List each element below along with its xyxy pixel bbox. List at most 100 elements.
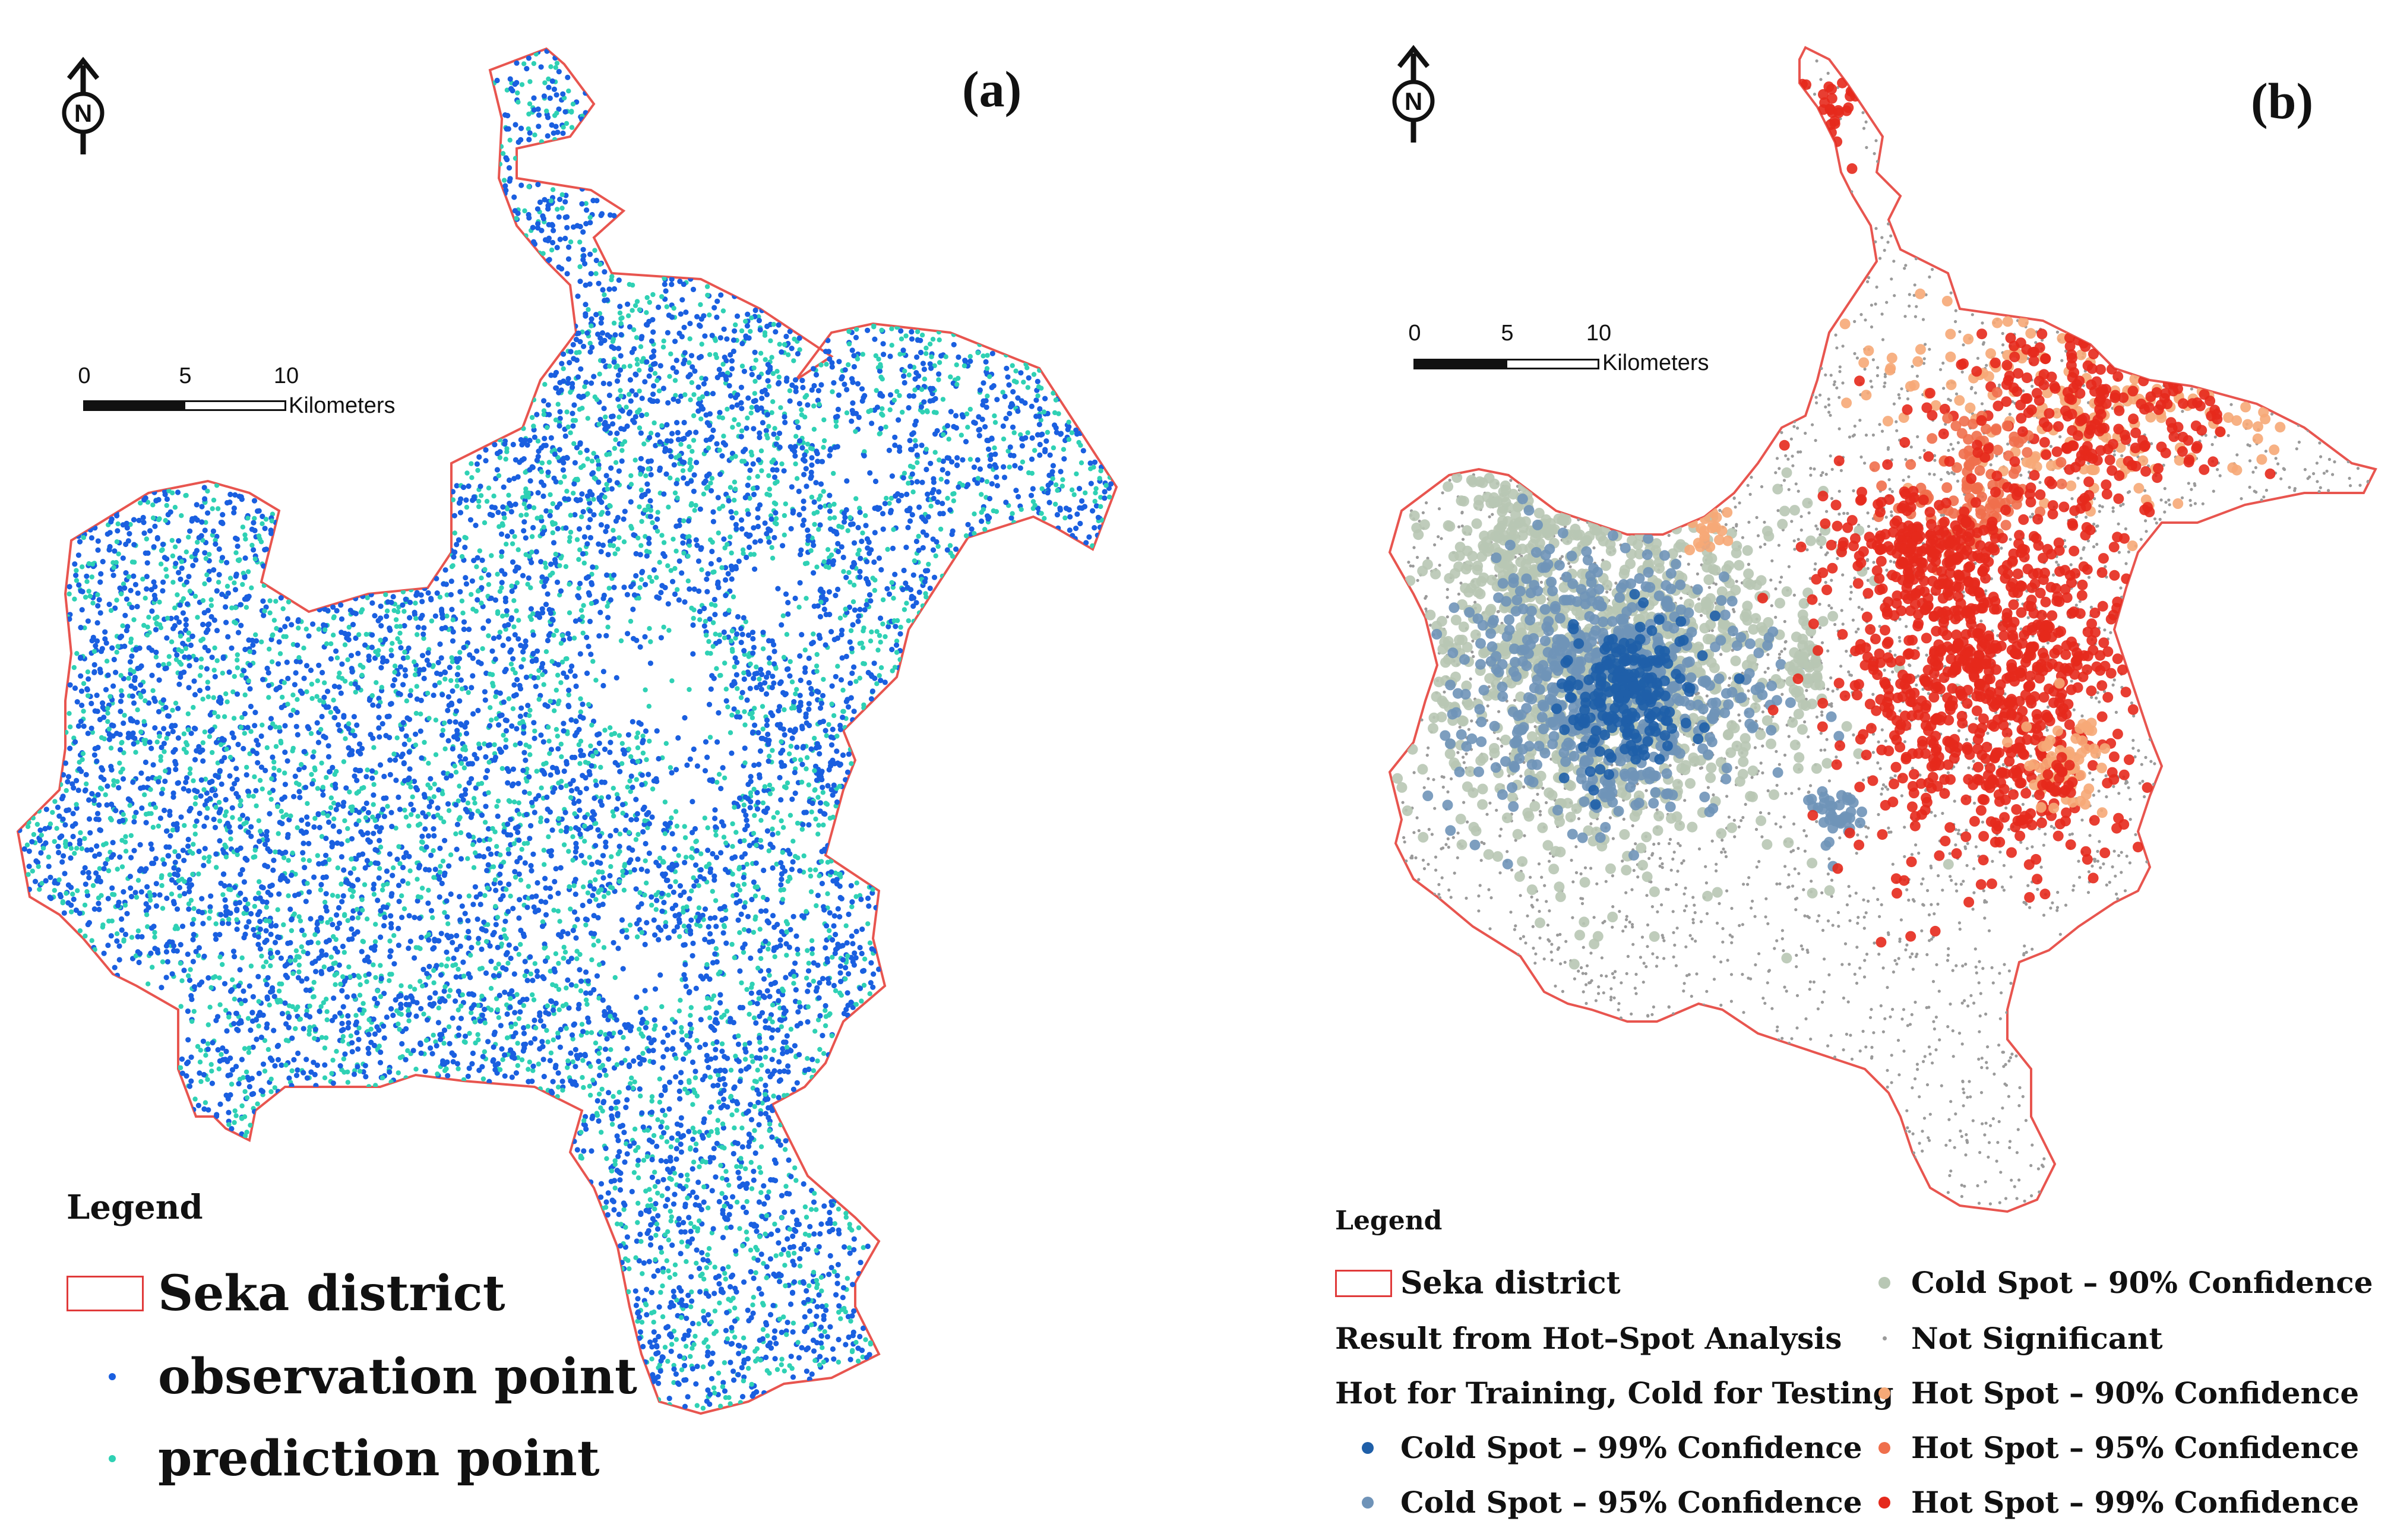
prediction-point (691, 875, 696, 881)
observation-point (543, 602, 549, 608)
observation-point (342, 1051, 348, 1057)
observation-point (565, 977, 571, 983)
observation-point (983, 359, 989, 365)
prediction-point (371, 802, 376, 807)
observation-point (583, 786, 590, 792)
observation-point (273, 923, 279, 929)
observation-point (685, 431, 691, 437)
prediction-point (853, 1002, 859, 1007)
observation-point (827, 910, 833, 916)
observation-point (765, 378, 771, 384)
observation-point (289, 1035, 295, 1041)
observation-point (712, 815, 718, 821)
observation-point (141, 520, 147, 526)
observation-point (739, 1394, 746, 1400)
prediction-point (186, 535, 191, 540)
prediction-point (576, 586, 581, 591)
prediction-point (726, 1182, 732, 1188)
prediction-point (243, 536, 248, 542)
observation-point (738, 434, 744, 439)
prediction-point (638, 344, 644, 349)
prediction-point (320, 811, 326, 816)
prediction-point (170, 490, 175, 496)
observation-point (638, 456, 644, 461)
prediction-point (780, 613, 786, 619)
observation-point (199, 896, 205, 902)
prediction-point (561, 842, 567, 848)
prediction-point (550, 187, 556, 192)
prediction-point (518, 513, 524, 518)
observation-point (336, 722, 341, 728)
prediction-point (899, 336, 904, 341)
prediction-point (492, 877, 498, 883)
observation-point (565, 380, 571, 386)
prediction-point (446, 808, 452, 814)
observation-point (211, 567, 217, 573)
observation-point (169, 971, 175, 977)
observation-point (792, 1043, 798, 1049)
observation-point (222, 981, 228, 986)
prediction-point (541, 412, 546, 418)
observation-point (206, 577, 212, 583)
prediction-point (489, 553, 494, 558)
observation-point (718, 292, 724, 298)
observation-point (544, 818, 550, 824)
prediction-point (697, 1129, 703, 1135)
observation-point (454, 483, 460, 489)
observation-point (666, 1106, 672, 1112)
observation-point (408, 801, 414, 807)
observation-point (657, 1245, 663, 1251)
prediction-point (431, 875, 437, 880)
prediction-point (309, 681, 315, 687)
observation-point (817, 1231, 823, 1237)
prediction-point (52, 799, 58, 804)
observation-point (914, 479, 920, 485)
prediction-point (328, 641, 334, 647)
observation-point (82, 865, 88, 871)
observation-point (728, 1284, 733, 1290)
prediction-point (545, 1003, 550, 1008)
observation-point (499, 568, 505, 574)
observation-point (913, 418, 919, 424)
observation-point (800, 522, 806, 528)
prediction-point (593, 778, 598, 784)
prediction-point (504, 612, 510, 618)
prediction-point (785, 921, 790, 926)
prediction-point (657, 1099, 663, 1105)
observation-point (652, 1337, 658, 1343)
observation-point (461, 619, 467, 625)
observation-point (464, 720, 470, 726)
observation-point (844, 387, 850, 393)
prediction-point (205, 1077, 210, 1082)
observation-point (717, 1077, 723, 1083)
prediction-point (197, 673, 203, 678)
observation-point (457, 943, 463, 949)
observation-point (596, 280, 602, 286)
prediction-point (259, 953, 264, 959)
observation-point (540, 1043, 546, 1049)
prediction-point (690, 448, 695, 454)
observation-point (1067, 527, 1073, 533)
prediction-point (150, 824, 156, 830)
prediction-point (156, 823, 162, 829)
observation-point (763, 691, 770, 697)
prediction-point (903, 333, 909, 339)
observation-point (389, 824, 395, 830)
observation-point (419, 599, 425, 605)
observation-point (1052, 422, 1058, 428)
observation-point (218, 880, 224, 886)
observation-point (227, 773, 233, 779)
prediction-point (397, 1026, 402, 1032)
observation-point (450, 489, 456, 495)
prediction-point (809, 951, 815, 957)
observation-point (845, 1003, 851, 1008)
prediction-point (887, 407, 893, 413)
prediction-point (601, 894, 607, 899)
prediction-point (666, 1268, 671, 1274)
observation-point (132, 890, 138, 896)
prediction-point (512, 534, 517, 539)
prediction-point (543, 649, 549, 654)
prediction-point (923, 351, 929, 356)
observation-point (442, 837, 448, 843)
observation-point (663, 1203, 669, 1209)
